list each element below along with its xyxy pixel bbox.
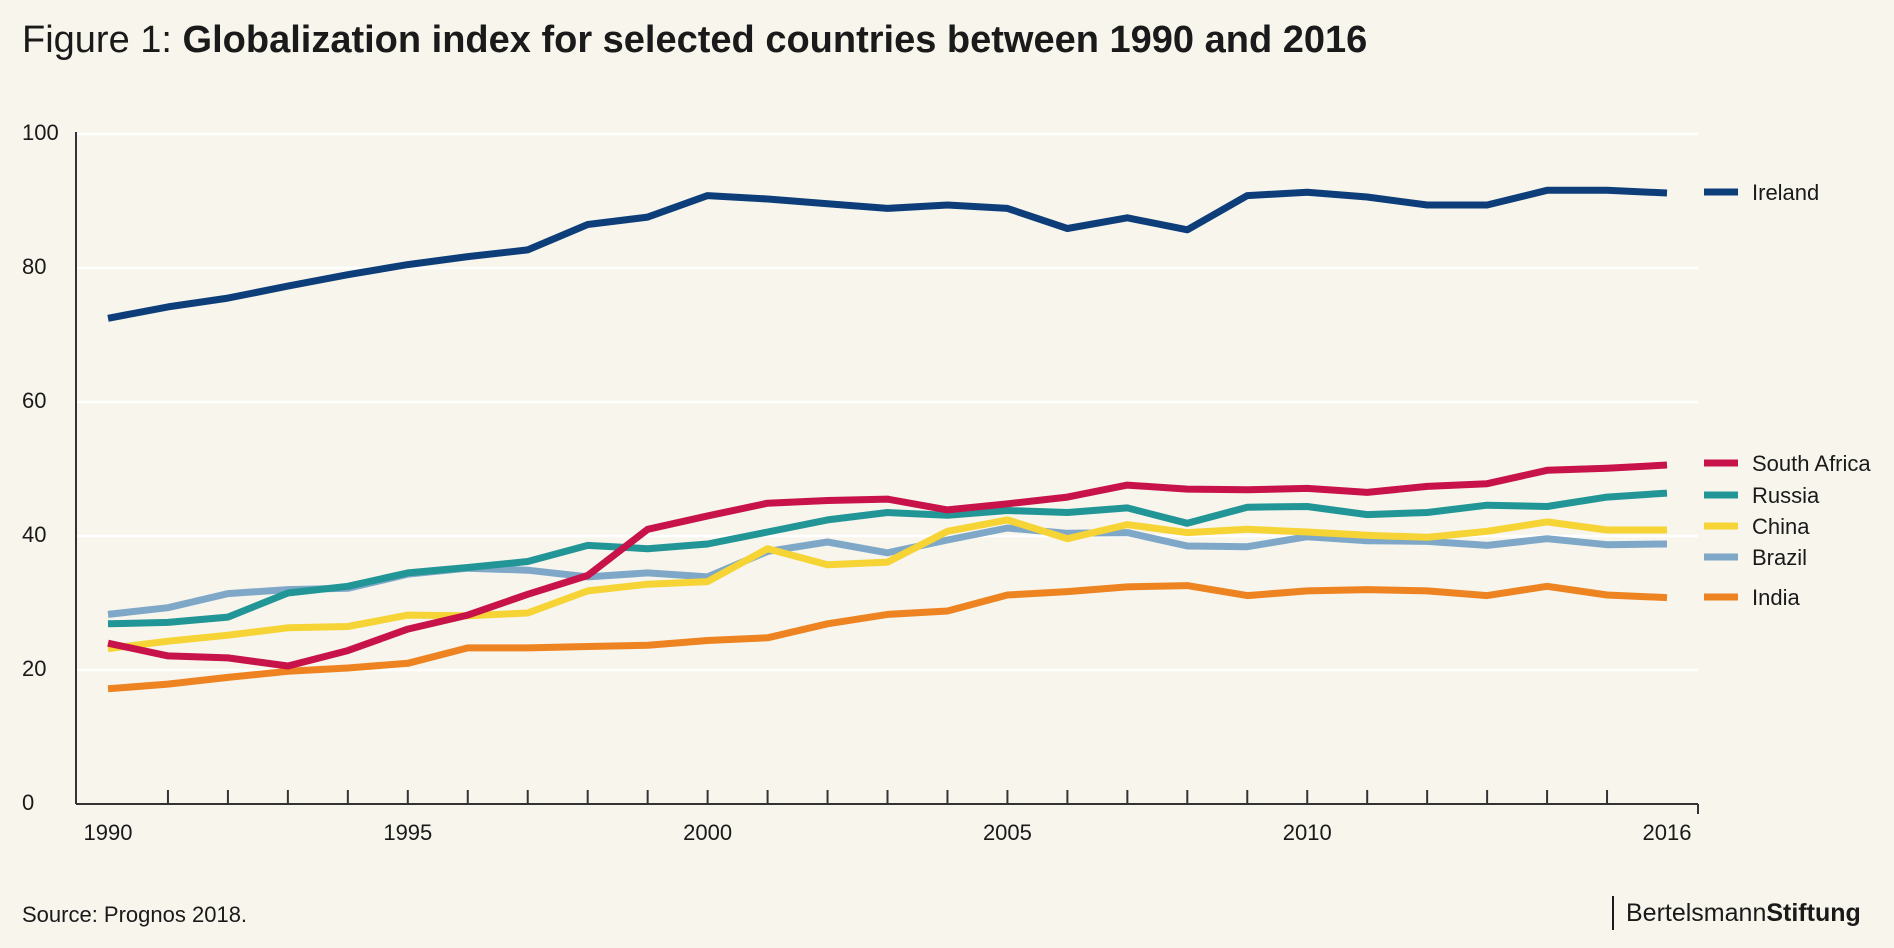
- y-tick-label-80: 80: [22, 254, 46, 279]
- x-tick-label-2000: 2000: [683, 820, 732, 845]
- series-line-ireland: [107, 186, 1668, 322]
- x-tick-label-2005: 2005: [983, 820, 1032, 845]
- title-main: Globalization index for selected countri…: [182, 19, 1368, 61]
- brand-logo: BertelsmannStiftung: [1612, 896, 1861, 930]
- y-tick-label-40: 40: [22, 522, 46, 547]
- brand-part2: Stiftung: [1766, 899, 1861, 927]
- series-line-south-africa: [107, 461, 1668, 670]
- legend-label-india: India: [1752, 585, 1800, 610]
- series-line-russia: [107, 489, 1668, 628]
- axes: 0 20 40 60 80 100 1990 1995 2000 2005 2010 2016: [22, 120, 1699, 845]
- line-chart: 0 20 40 60 80 100 1990 1995 2000 2005 2010 2016 Ire…: [22, 120, 1871, 845]
- y-tick-label-20: 20: [22, 656, 46, 681]
- title-prefix: Figure 1:: [22, 19, 183, 61]
- chart-title: Figure 1: Globalization index for select…: [22, 16, 1367, 64]
- x-tick-label-2016: 2016: [1643, 820, 1692, 845]
- y-tick-label-0: 0: [22, 790, 34, 815]
- brand-part1: Bertelsmann: [1626, 899, 1767, 927]
- x-tick-label-1995: 1995: [383, 820, 432, 845]
- y-tick-label-60: 60: [22, 388, 46, 413]
- series-lines: [107, 186, 1668, 693]
- legend-label-south-africa: South Africa: [1752, 451, 1871, 476]
- legend-label-ireland: Ireland: [1752, 180, 1819, 205]
- series-line-india: [107, 582, 1668, 693]
- series-line-china: [107, 516, 1667, 653]
- legend-label-china: China: [1752, 514, 1810, 539]
- x-tick-label-1990: 1990: [84, 820, 133, 845]
- legend-label-brazil: Brazil: [1752, 545, 1807, 570]
- source-note: Source: Prognos 2018.: [22, 902, 248, 927]
- y-tick-label-100: 100: [22, 120, 59, 145]
- legend-label-russia: Russia: [1752, 483, 1820, 508]
- x-tick-label-2010: 2010: [1283, 820, 1332, 845]
- legend: Ireland South Africa Russia China Brazil Indi…: [1704, 180, 1871, 610]
- series-line-brazil: [107, 524, 1668, 618]
